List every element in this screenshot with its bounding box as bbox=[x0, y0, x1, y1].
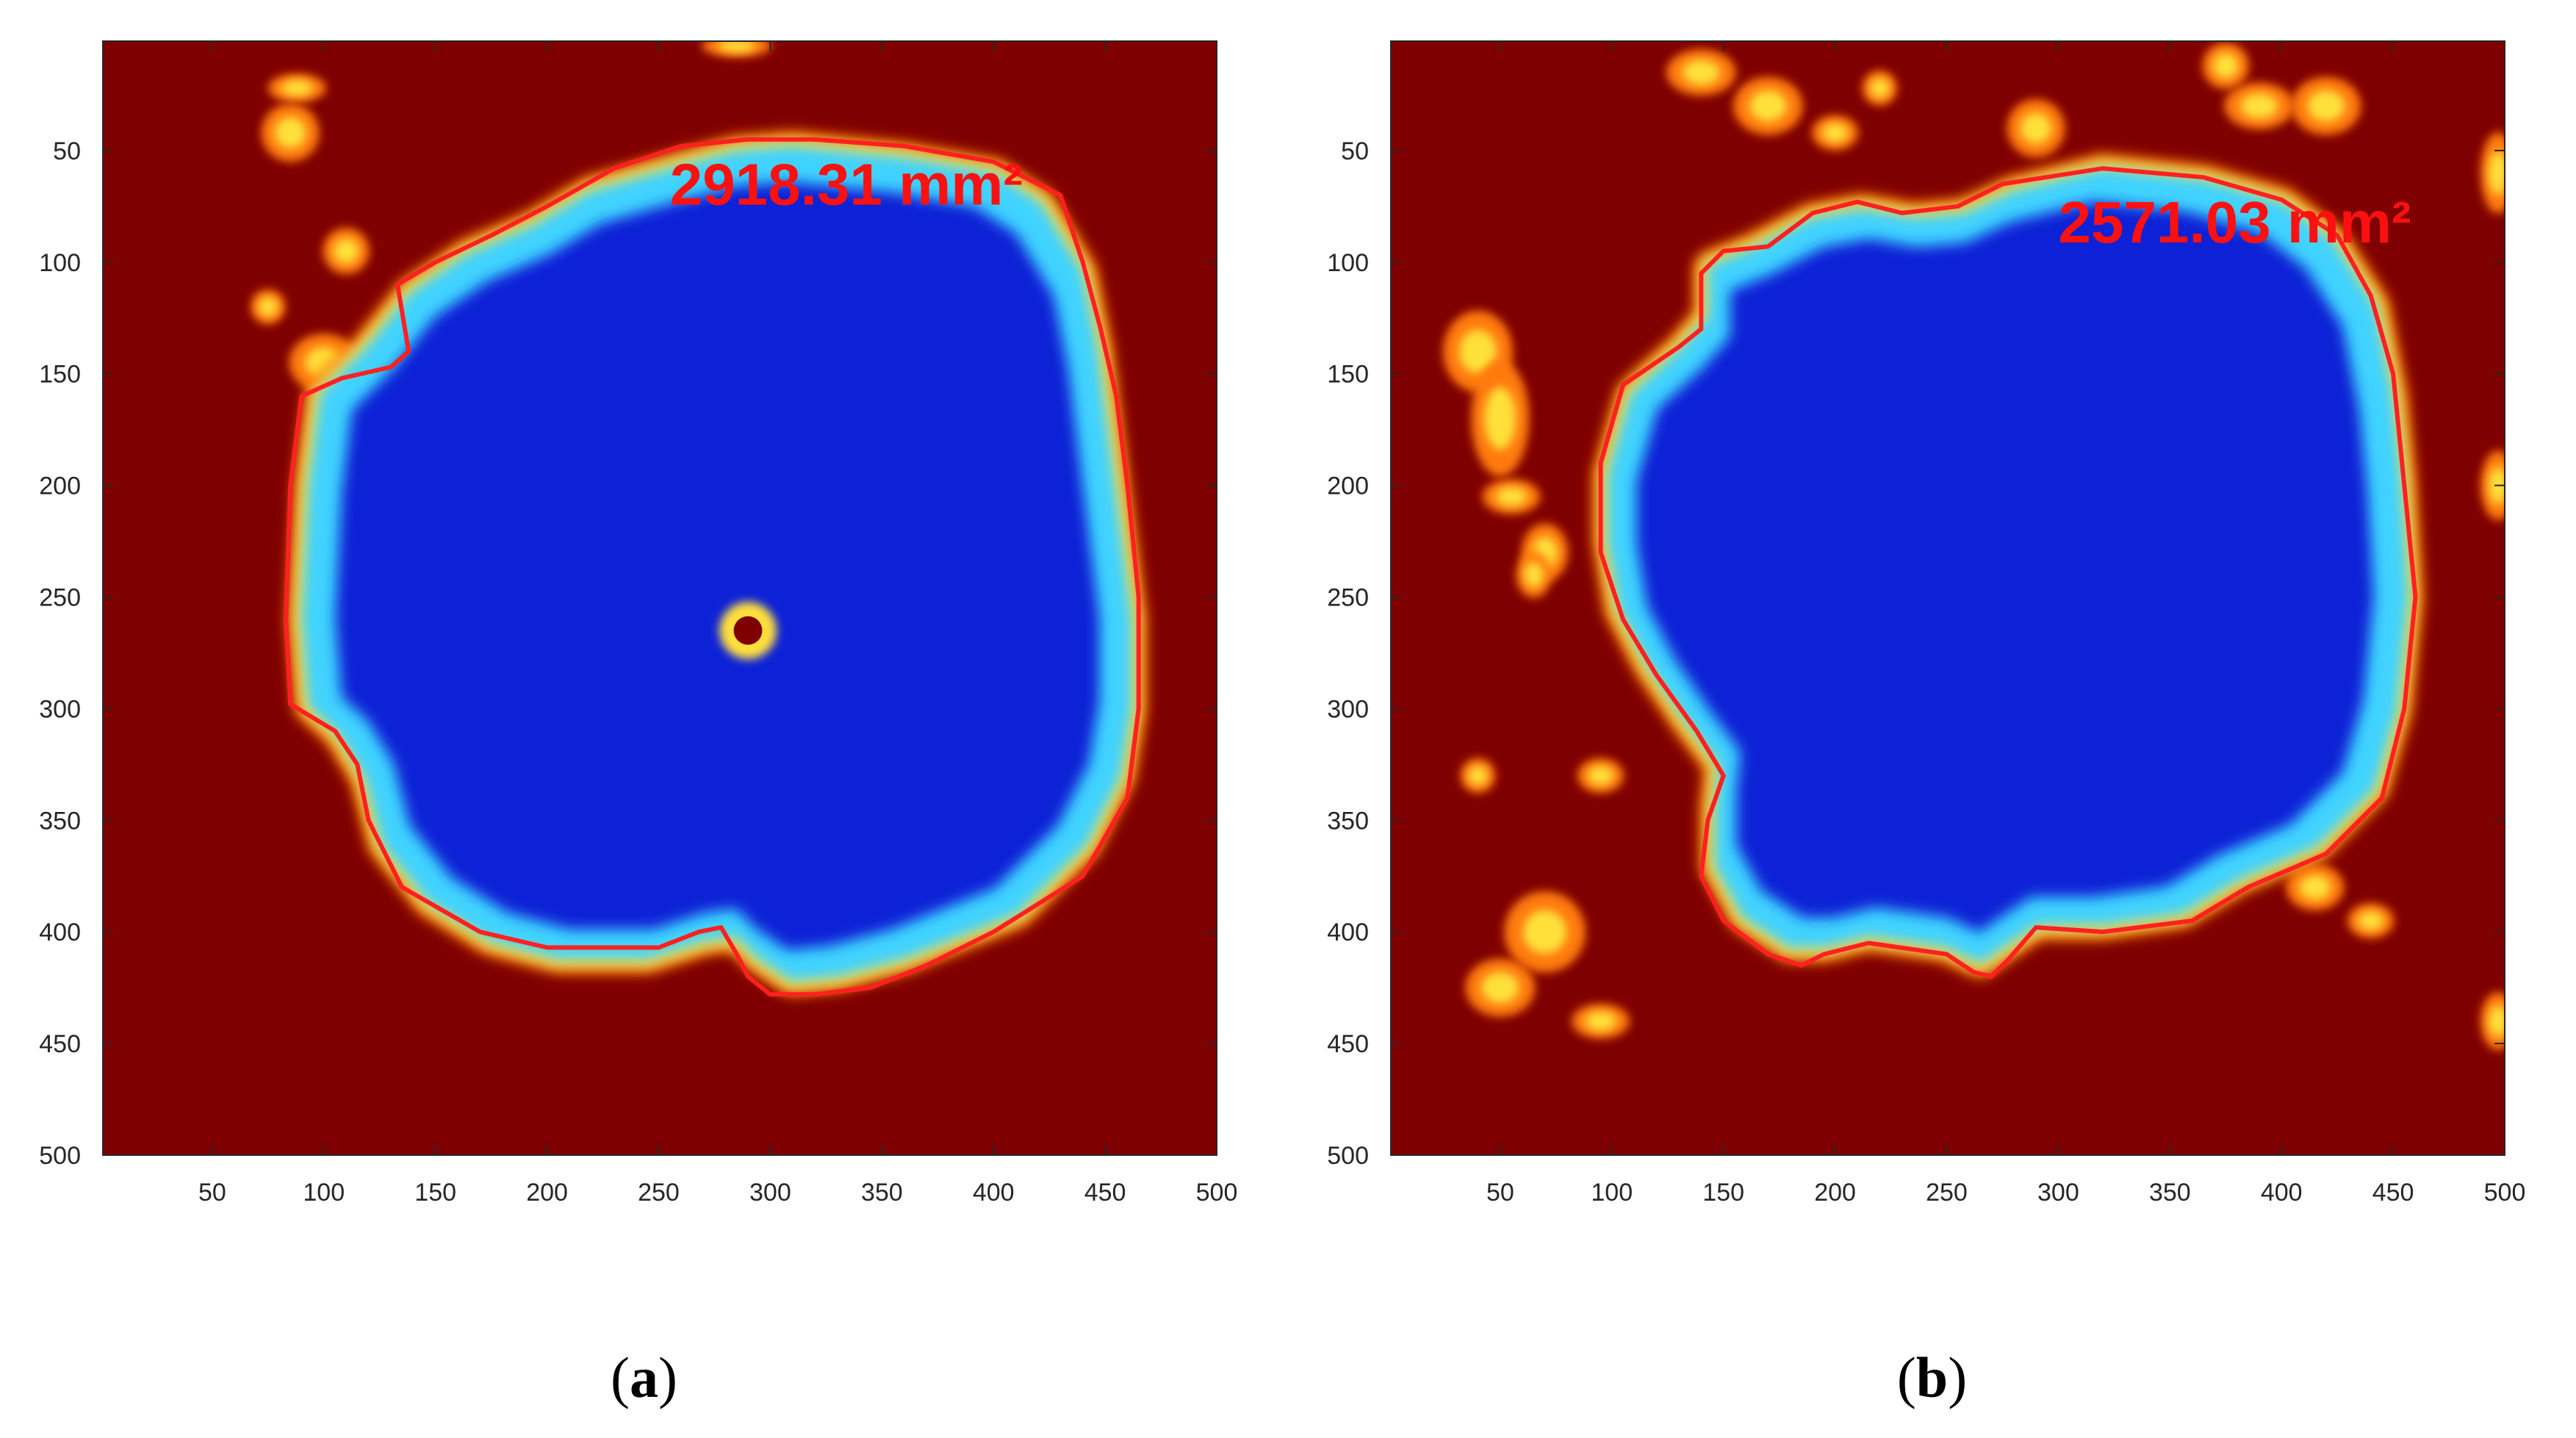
hot-spot-core bbox=[2240, 93, 2278, 119]
hot-spot-core bbox=[2020, 112, 2052, 144]
center-spot-core bbox=[733, 616, 763, 645]
x-tick-label: 200 bbox=[526, 1179, 568, 1207]
x-tick-label: 400 bbox=[2261, 1179, 2303, 1207]
hot-spot-core bbox=[1481, 971, 1519, 1004]
x-tick-label: 450 bbox=[1084, 1179, 1126, 1207]
y-tick-label: 200 bbox=[39, 472, 81, 500]
y-tick-label: 400 bbox=[1327, 918, 1369, 946]
hot-spot-core bbox=[1749, 90, 1787, 122]
interior-region bbox=[335, 181, 1100, 951]
hot-spot-core bbox=[1524, 562, 1544, 588]
hot-spot-core bbox=[1458, 329, 1497, 374]
hot-spot-core bbox=[281, 80, 313, 96]
y-tick-label: 450 bbox=[39, 1030, 81, 1058]
heatmap-image bbox=[103, 41, 1217, 1155]
y-tick-label: 500 bbox=[1327, 1142, 1369, 1170]
y-tick-label: 150 bbox=[1327, 361, 1369, 389]
y-tick-label: 500 bbox=[39, 1142, 81, 1170]
y-tick-label: 250 bbox=[1327, 583, 1369, 611]
hot-spot-core bbox=[2489, 151, 2505, 195]
hot-spot-core bbox=[1468, 766, 1488, 785]
x-tick-label: 50 bbox=[1486, 1179, 1514, 1207]
hot-spot-core bbox=[1870, 79, 1890, 98]
y-tick-label: 300 bbox=[39, 695, 81, 723]
caption-a: (a) bbox=[611, 1345, 677, 1409]
y-tick-label: 150 bbox=[39, 361, 81, 389]
hot-spot-core bbox=[1585, 1011, 1616, 1031]
x-tick-label: 500 bbox=[1196, 1179, 1238, 1207]
hot-spot-core bbox=[1682, 60, 1720, 85]
x-tick-label: 150 bbox=[1702, 1179, 1744, 1207]
x-tick-label: 250 bbox=[638, 1179, 680, 1207]
interior-region bbox=[1636, 201, 2374, 932]
y-tick-label: 300 bbox=[1327, 695, 1369, 723]
hot-spot-core bbox=[2489, 1005, 2505, 1037]
hot-spot-core bbox=[334, 238, 359, 264]
x-tick-label: 350 bbox=[2149, 1179, 2191, 1207]
x-tick-label: 100 bbox=[303, 1179, 345, 1207]
x-tick-label: 500 bbox=[2484, 1179, 2526, 1207]
heatmap-chart-b: 2571.03 mm² 50 100 150 200 250 300 350 400 450 500… bbox=[1327, 40, 2526, 1207]
x-tick-label: 250 bbox=[1926, 1179, 1968, 1207]
hot-spot-core bbox=[2213, 53, 2239, 79]
heatmap-chart-a: 2918.31 mm² 50 100 150 200 250 300 350 400 450 500… bbox=[39, 40, 1238, 1207]
hot-spot-core bbox=[2358, 911, 2383, 930]
hot-spot-core bbox=[2307, 90, 2345, 122]
y-tick-label: 200 bbox=[1327, 472, 1369, 500]
y-tick-label: 250 bbox=[39, 583, 81, 611]
hot-spot-core bbox=[259, 297, 278, 317]
area-label: 2571.03 mm² bbox=[2058, 190, 2411, 255]
y-tick-label: 50 bbox=[1341, 137, 1369, 165]
hot-spot-core bbox=[1522, 910, 1567, 954]
hot-spot-core bbox=[1495, 487, 1528, 506]
hot-spot-core bbox=[1822, 123, 1848, 143]
y-tick-label: 100 bbox=[1327, 249, 1369, 277]
x-tick-label: 300 bbox=[2037, 1179, 2079, 1207]
y-tick-label: 400 bbox=[39, 918, 81, 946]
hot-spot-core bbox=[2299, 874, 2331, 900]
x-tick-label: 300 bbox=[749, 1179, 791, 1207]
heatmap-image bbox=[1391, 41, 2505, 1155]
x-tick-label: 150 bbox=[414, 1179, 456, 1207]
contour-line bbox=[284, 137, 1141, 997]
y-tick-label: 450 bbox=[1327, 1030, 1369, 1058]
axes-frame bbox=[102, 40, 1217, 1156]
hot-spot-core bbox=[1484, 387, 1517, 450]
x-tick-label: 450 bbox=[2372, 1179, 2414, 1207]
x-tick-label: 50 bbox=[198, 1179, 226, 1207]
panel-b: 2571.03 mm² 50 100 150 200 250 300 350 400 450 500… bbox=[1288, 0, 2576, 1438]
x-tick-label: 350 bbox=[861, 1179, 903, 1207]
y-tick-label: 100 bbox=[39, 249, 81, 277]
y-tick-label: 50 bbox=[53, 137, 81, 165]
x-tick-label: 200 bbox=[1814, 1179, 1856, 1207]
hot-spot-core bbox=[1588, 766, 1613, 785]
hot-spot-core bbox=[718, 41, 756, 52]
caption-b: (b) bbox=[1896, 1345, 1968, 1409]
y-tick-label: 350 bbox=[39, 807, 81, 835]
y-tick-label: 350 bbox=[1327, 807, 1369, 835]
contour-line bbox=[1598, 166, 2418, 979]
panel-a: 2918.31 mm² 50 100 150 200 250 300 350 400 450 500… bbox=[39, 40, 1238, 1409]
x-tick-label: 400 bbox=[973, 1179, 1015, 1207]
area-label: 2918.31 mm² bbox=[670, 151, 1023, 217]
hot-spot-core bbox=[274, 117, 306, 148]
x-tick-label: 100 bbox=[1591, 1179, 1633, 1207]
axes-frame bbox=[1390, 40, 2505, 1156]
